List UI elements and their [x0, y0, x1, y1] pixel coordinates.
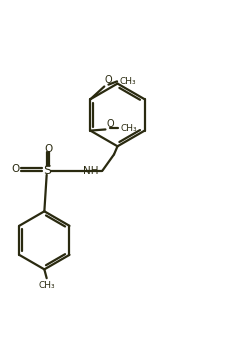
Text: NH: NH	[83, 166, 98, 176]
Text: O: O	[105, 75, 113, 85]
Text: S: S	[43, 164, 51, 177]
Text: CH₃: CH₃	[119, 77, 136, 86]
Text: O: O	[12, 164, 20, 174]
Text: CH₃: CH₃	[38, 281, 55, 290]
Text: O: O	[106, 119, 114, 129]
Text: O: O	[44, 144, 52, 154]
Text: CH₃: CH₃	[121, 124, 137, 133]
